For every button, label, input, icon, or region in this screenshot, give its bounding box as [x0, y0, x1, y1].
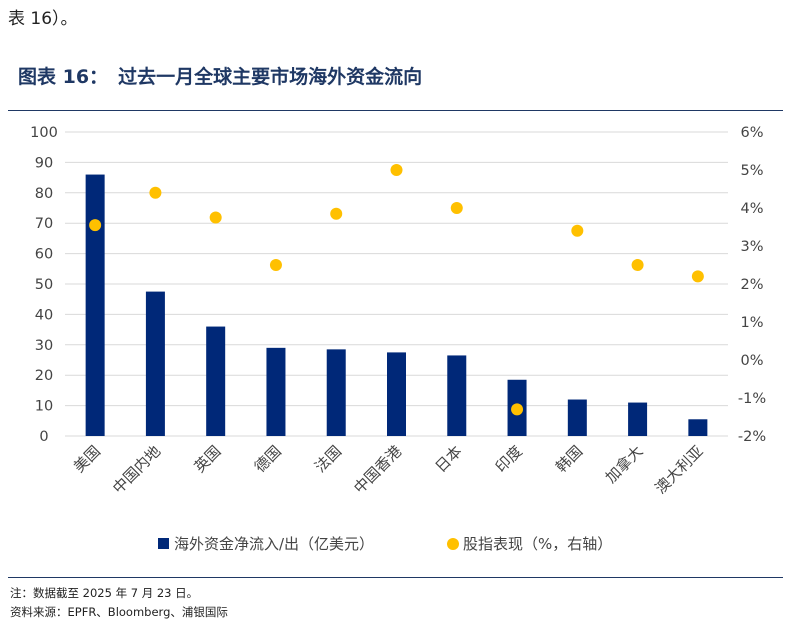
left-tick-label: 0 [39, 429, 48, 445]
point-中国香港 [390, 164, 403, 176]
intro-text: 表 16）。 [8, 9, 78, 29]
right-tick-label: 4% [740, 201, 763, 217]
right-tick-label: 6% [740, 125, 763, 141]
right-tick-label: 5% [740, 163, 763, 179]
left-tick-label: 70 [35, 216, 53, 232]
category-label: 美国 [70, 442, 104, 476]
legend-bar-label: 海外资金净流入/出（亿美元） [174, 535, 374, 553]
bar-日本 [447, 355, 467, 436]
right-tick-label: -2% [738, 429, 766, 445]
legend: 海外资金净流入/出（亿美元） 股指表现（%，右轴） [158, 535, 612, 553]
right-tick-label: -1% [738, 391, 766, 407]
left-tick-label: 60 [35, 247, 53, 263]
scatter-series [89, 164, 704, 416]
right-tick-label: 0% [740, 353, 763, 369]
left-tick-label: 30 [35, 338, 53, 354]
left-tick-label: 10 [35, 399, 53, 415]
category-labels: 美国 中国内地 英国 德国 法国 中国香港 日本 印度 韩国 加拿大 澳大利亚 [70, 442, 707, 497]
bar-series [85, 174, 708, 436]
bar-德国 [266, 347, 286, 436]
point-澳大利亚 [691, 270, 704, 283]
category-label: 英国 [191, 442, 225, 476]
category-label: 澳大利亚 [652, 442, 707, 497]
left-tick-label: 80 [35, 186, 53, 202]
figure-title: 图表 16： 过去一月全球主要市场海外资金流向 [18, 62, 422, 89]
bar-中国香港 [387, 352, 406, 436]
right-tick-label: 1% [740, 315, 763, 331]
figure-title-text: 过去一月全球主要市场海外资金流向 [118, 66, 423, 88]
title-divider [8, 110, 783, 111]
category-label: 加拿大 [602, 442, 647, 487]
figure-label: 图表 16： [18, 66, 109, 88]
category-label: 法国 [311, 442, 345, 476]
bar-中国内地 [145, 291, 165, 436]
right-axis-ticks: -2% -1% 0% 1% 2% 3% 4% 5% 6% [738, 125, 766, 445]
point-法国 [330, 207, 343, 220]
left-tick-label: 50 [35, 277, 53, 293]
point-德国 [269, 259, 282, 271]
point-韩国 [571, 224, 584, 237]
point-美国 [89, 219, 102, 232]
bar-英国 [206, 326, 226, 436]
legend-bar-swatch [158, 538, 169, 549]
legend-dot-swatch [447, 538, 459, 550]
point-英国 [209, 211, 222, 224]
left-tick-label: 90 [35, 155, 53, 171]
legend-dot-label: 股指表现（%，右轴） [463, 535, 612, 553]
footnote: 注：数据截至 2025 年 7 月 23 日。 [10, 586, 199, 600]
left-tick-label: 40 [35, 307, 53, 323]
point-加拿大 [631, 259, 644, 271]
category-label: 韩国 [552, 442, 586, 476]
right-tick-label: 2% [740, 277, 763, 293]
footer-divider [8, 577, 783, 578]
bar-加拿大 [628, 402, 648, 436]
category-label: 中国香港 [350, 442, 405, 497]
gridlines [65, 131, 728, 437]
point-日本 [450, 202, 463, 214]
source-note: 资料来源：EPFR、Bloomberg、浦银国际 [10, 605, 228, 619]
left-tick-label: 100 [30, 125, 58, 141]
right-tick-label: 3% [740, 239, 763, 255]
bar-澳大利亚 [688, 419, 708, 436]
category-label: 德国 [251, 442, 285, 476]
left-axis-ticks: 0 10 20 30 40 50 60 70 80 90 100 [30, 125, 58, 445]
point-中国内地 [149, 186, 162, 199]
point-印度 [511, 403, 524, 416]
category-label: 印度 [492, 442, 526, 476]
category-label: 中国内地 [109, 442, 164, 497]
category-label: 日本 [432, 442, 466, 476]
bar-韩国 [567, 399, 587, 436]
bar-美国 [85, 174, 105, 436]
left-tick-label: 20 [35, 368, 53, 384]
bar-法国 [326, 349, 346, 436]
